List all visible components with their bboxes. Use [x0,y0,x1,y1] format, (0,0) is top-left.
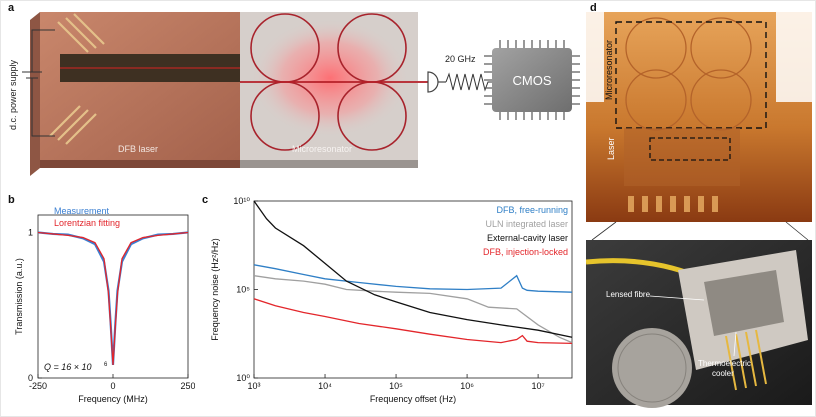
cmos-label: CMOS [513,73,552,88]
x-tick-label: 250 [180,381,195,391]
y-tick-label: 0 [28,373,33,383]
coin-icon [612,328,692,408]
panel-label-b: b [8,194,15,206]
y-tick-label: 10⁰ [236,373,250,383]
panel-label-a: a [8,2,15,14]
y-tick-label: 10¹⁰ [233,196,250,206]
x-tick-label: 10³ [247,381,260,391]
power-supply-circuit [22,29,55,137]
chip-photo: Microresonator Laser [586,12,812,222]
y-tick-label: 1 [28,227,33,237]
panel-c-chart: 10³ 10⁴ 10⁵ 10⁶ 10⁷ 10⁰ 10⁵ 10¹⁰ Frequency offse… [210,196,573,404]
x-tick-label: 0 [110,381,115,391]
cmos-chip [484,40,580,120]
x-axis-label: Frequency (MHz) [78,394,148,404]
legend-entry-1: Lorentzian fitting [54,218,120,228]
legend-entry-0: Measurement [54,206,110,216]
dfb-laser-label: DFB laser [118,144,158,154]
q-factor-exponent: 6 [104,362,108,368]
photo-microresonator-label: Microresonator [604,40,614,100]
photodetector-icon [418,71,446,93]
y-axis-label: Transmission (a.u.) [14,258,24,335]
panel-d-photos: Microresonator Laser Lensed fibre Thermo… [586,12,812,408]
x-tick-label: 10⁷ [531,381,544,391]
lensed-fibre-label: Lensed fibre [606,290,651,299]
legend-entry-3: DFB, injection-locked [483,247,568,257]
rf-spring-icon [445,72,494,92]
power-supply-label: d.c. power supply [8,59,18,130]
panel-a-illustration: d.c. power supply DFB laser Microresonat… [8,12,580,176]
microresonator-chip [240,12,418,168]
rf-frequency-label: 20 GHz [445,54,476,64]
legend-entry-2: External-cavity laser [487,233,568,243]
x-tick-label: 10⁶ [460,381,474,391]
series-line-2 [253,200,573,338]
series-line-0 [253,264,573,293]
x-tick-label: 10⁴ [318,381,332,391]
tec-label-line2: cooler [712,369,734,378]
microresonator-label: Microresonator [292,144,352,154]
x-tick-label: -250 [29,381,47,391]
y-axis-label: Frequency noise (Hz²/Hz) [210,238,220,341]
q-factor-annotation: Q = 16 × 10 [44,362,92,372]
x-axis-label: Frequency offset (Hz) [370,394,456,404]
series-line-0 [37,231,189,365]
package-photo: Lensed fibre Thermoelectric cooler [586,240,812,408]
series-line-1 [253,275,573,344]
legend-entry-1: ULN integrated laser [485,219,568,229]
y-tick-label: 10⁵ [236,285,250,295]
photo-laser-label: Laser [606,137,616,160]
legend-entry-0: DFB, free-running [496,205,568,215]
series-line-3 [253,298,573,345]
tec-label-line1: Thermoelectric [698,359,751,368]
x-tick-label: 10⁵ [389,381,403,391]
panel-label-d: d [590,2,597,14]
panel-label-c: c [202,194,209,206]
series-line-1 [37,231,189,365]
